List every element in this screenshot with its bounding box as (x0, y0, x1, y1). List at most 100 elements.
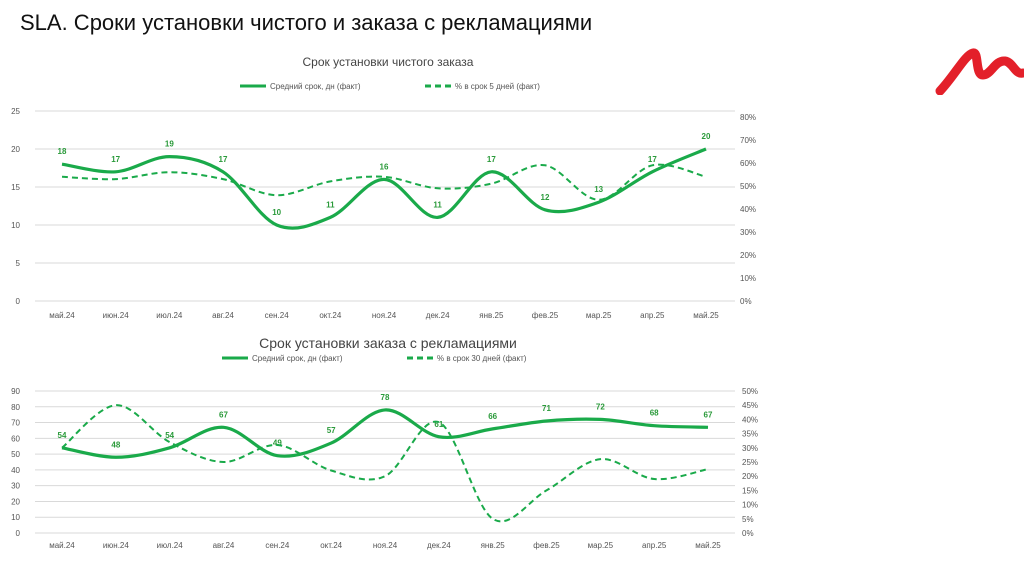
data-label: 68 (650, 409, 659, 418)
y-tick-label: 40 (11, 466, 20, 475)
x-tick-label: фев.25 (533, 541, 560, 550)
legend-label: Средний срок, дн (факт) (252, 354, 343, 363)
x-tick-label: май.24 (49, 541, 75, 550)
y2-tick-label: 25% (742, 458, 758, 467)
data-label: 20 (702, 132, 711, 141)
y2-tick-label: 20% (742, 472, 758, 481)
data-label: 67 (704, 410, 713, 419)
data-label: 18 (58, 147, 67, 156)
data-label: 11 (433, 200, 442, 209)
y-tick-label: 90 (11, 387, 20, 396)
x-tick-label: окт.24 (319, 311, 341, 320)
y-tick-label: 20 (11, 145, 20, 154)
x-tick-label: сен.24 (265, 311, 290, 320)
x-tick-label: ноя.24 (373, 541, 398, 550)
data-label: 19 (165, 140, 174, 149)
y2-tick-label: 30% (740, 228, 756, 237)
data-label: 71 (542, 404, 551, 413)
y-tick-label: 10 (11, 513, 20, 522)
data-label: 54 (58, 431, 67, 440)
x-tick-label: апр.25 (642, 541, 667, 550)
x-tick-label: июн.24 (103, 311, 130, 320)
series-line-percent (61, 404, 709, 523)
x-tick-label: янв.25 (479, 311, 504, 320)
y2-tick-label: 45% (742, 401, 758, 410)
data-label: 11 (326, 200, 335, 209)
y-tick-label: 50 (11, 450, 20, 459)
y-tick-label: 80 (11, 403, 20, 412)
y2-tick-label: 35% (742, 430, 758, 439)
data-label: 10 (272, 208, 281, 217)
x-tick-label: дек.24 (427, 541, 451, 550)
legend-label: % в срок 30 дней (факт) (437, 354, 527, 363)
data-label: 72 (596, 402, 605, 411)
y-tick-label: 15 (11, 183, 20, 192)
x-tick-label: янв.25 (481, 541, 506, 550)
y2-tick-label: 15% (742, 486, 758, 495)
y2-tick-label: 10% (740, 274, 756, 283)
y-tick-label: 10 (11, 221, 20, 230)
y2-tick-label: 60% (740, 159, 756, 168)
x-tick-label: мар.25 (586, 311, 612, 320)
chart-title: Срок установки чистого заказа (303, 55, 474, 69)
x-tick-label: авг.24 (212, 311, 234, 320)
y2-tick-label: 0% (740, 297, 752, 306)
data-label: 67 (219, 410, 228, 419)
data-label: 17 (219, 155, 228, 164)
data-label: 78 (381, 393, 390, 402)
y2-tick-label: 80% (740, 113, 756, 122)
data-label: 16 (380, 162, 389, 171)
x-tick-label: июл.24 (156, 311, 183, 320)
y-tick-label: 0 (16, 297, 21, 306)
series-line-avg-days (61, 147, 707, 230)
data-label: 12 (541, 193, 550, 202)
x-tick-label: мар.25 (588, 541, 614, 550)
y2-tick-label: 20% (740, 251, 756, 260)
y2-tick-label: 50% (742, 387, 758, 396)
x-tick-label: июл.24 (157, 541, 184, 550)
y-tick-label: 70 (11, 419, 20, 428)
data-label: 61 (434, 420, 443, 429)
series-line-avg-days (61, 408, 709, 459)
data-label: 13 (594, 185, 603, 194)
x-tick-label: май.24 (49, 311, 75, 320)
y-tick-label: 60 (11, 434, 20, 443)
y-tick-label: 25 (11, 107, 20, 116)
x-tick-label: июн.24 (103, 541, 130, 550)
x-tick-label: сен.24 (265, 541, 290, 550)
x-tick-label: май.25 (693, 311, 719, 320)
chart-title: Срок установки заказа с рекламациями (259, 335, 517, 351)
data-label: 57 (327, 426, 336, 435)
y2-tick-label: 10% (742, 501, 758, 510)
x-tick-label: дек.24 (426, 311, 450, 320)
data-label: 49 (273, 439, 282, 448)
data-label: 54 (165, 431, 174, 440)
y-tick-label: 20 (11, 497, 20, 506)
x-tick-label: фев.25 (532, 311, 559, 320)
data-label: 17 (111, 155, 120, 164)
x-tick-label: ноя.24 (372, 311, 397, 320)
y2-tick-label: 5% (742, 515, 754, 524)
y-tick-label: 30 (11, 482, 20, 491)
x-tick-label: апр.25 (640, 311, 665, 320)
y2-tick-label: 40% (742, 415, 758, 424)
y2-tick-label: 40% (740, 205, 756, 214)
x-tick-label: авг.24 (213, 541, 235, 550)
legend-label: % в срок 5 дней (факт) (455, 82, 540, 91)
data-label: 66 (488, 412, 497, 421)
y-tick-label: 5 (16, 259, 21, 268)
y2-tick-label: 30% (742, 444, 758, 453)
legend-label: Средний срок, дн (факт) (270, 82, 361, 91)
data-label: 17 (487, 155, 496, 164)
y2-tick-label: 0% (742, 529, 754, 538)
y-tick-label: 0 (16, 529, 21, 538)
y2-tick-label: 50% (740, 182, 756, 191)
x-tick-label: май.25 (695, 541, 721, 550)
y2-tick-label: 70% (740, 136, 756, 145)
data-label: 17 (648, 155, 657, 164)
x-tick-label: окт.24 (320, 541, 342, 550)
page-title: SLA. Сроки установки чистого и заказа с … (20, 10, 593, 35)
data-label: 48 (111, 440, 120, 449)
brand-logo (935, 48, 1024, 95)
